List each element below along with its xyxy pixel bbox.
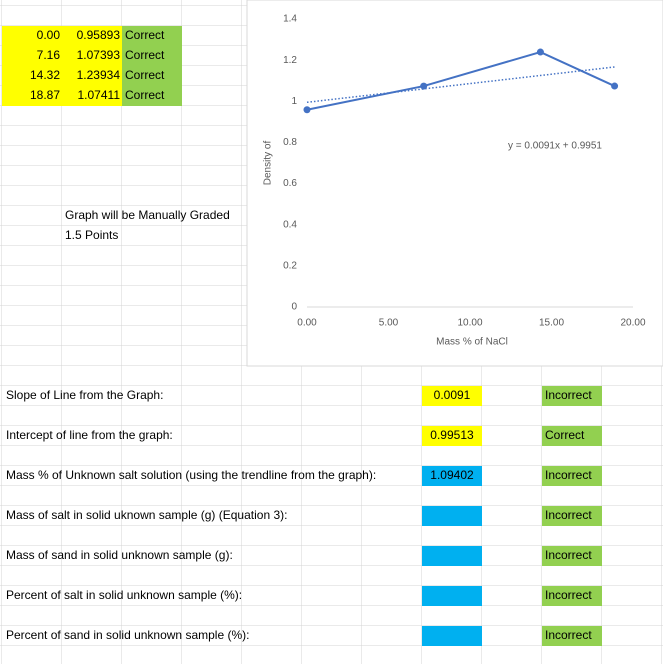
y-axis-title: Density of bbox=[263, 141, 274, 186]
cell-text: 18.87 bbox=[30, 88, 60, 102]
data-point bbox=[611, 82, 619, 90]
status-cell bbox=[542, 506, 602, 526]
answer-cell bbox=[422, 386, 482, 406]
cell-text: Correct bbox=[125, 48, 165, 62]
status-cell bbox=[542, 546, 602, 566]
status-text: Incorrect bbox=[545, 628, 592, 642]
chart-area bbox=[246, 0, 663, 367]
answer-cell bbox=[422, 546, 482, 566]
status-cell bbox=[542, 386, 602, 406]
y-tick-label: 1 bbox=[291, 96, 297, 107]
status-cell bbox=[542, 586, 602, 606]
x-tick-label: 15.00 bbox=[539, 318, 564, 329]
cell-text: 1.07411 bbox=[78, 88, 121, 102]
y-tick-label: 0.2 bbox=[283, 260, 297, 271]
cell-text: 1.23934 bbox=[77, 68, 121, 82]
y-tick-label: 0.6 bbox=[283, 178, 297, 189]
note: Graph will be Manually Graded bbox=[65, 208, 230, 222]
cell-text: 0.95893 bbox=[77, 28, 121, 42]
x-tick-label: 10.00 bbox=[457, 318, 482, 329]
cell-text: Correct bbox=[125, 28, 165, 42]
cell-text: 0.00 bbox=[37, 28, 61, 42]
answer-cell bbox=[422, 506, 482, 526]
question-label: Percent of salt in solid unknown sample … bbox=[6, 588, 242, 602]
cell-fill bbox=[122, 46, 182, 66]
y-tick-label: 0 bbox=[291, 302, 297, 313]
question-label: Slope of Line from the Graph: bbox=[6, 388, 163, 402]
data-point bbox=[303, 106, 311, 114]
cell-text: Correct bbox=[125, 68, 165, 82]
answer-text: 0.99513 bbox=[430, 428, 474, 442]
status-text: Incorrect bbox=[545, 508, 592, 522]
y-tick-label: 1.4 bbox=[283, 14, 297, 25]
cell-fill bbox=[2, 26, 122, 46]
question-label: Mass of salt in solid uknown sample (g) … bbox=[6, 508, 287, 522]
cell-fill bbox=[122, 86, 182, 106]
status-cell bbox=[542, 426, 602, 446]
status-cell bbox=[542, 626, 602, 646]
x-tick-label: 5.00 bbox=[379, 318, 399, 329]
cell-text: 14.32 bbox=[30, 68, 60, 82]
cell-fill bbox=[122, 26, 182, 46]
cell-text: Correct bbox=[125, 88, 165, 102]
cell-fill bbox=[2, 46, 122, 66]
note: 1.5 Points bbox=[65, 228, 118, 242]
x-axis-title: Mass % of NaCl bbox=[436, 337, 508, 348]
answer-cell bbox=[422, 466, 482, 486]
y-tick-label: 0.8 bbox=[283, 137, 297, 148]
status-text: Correct bbox=[545, 428, 585, 442]
cell-text: 7.16 bbox=[37, 48, 61, 62]
question-label: Percent of sand in solid unknown sample … bbox=[6, 628, 249, 642]
cell-fill bbox=[2, 66, 122, 86]
answer-text: 0.0091 bbox=[434, 388, 471, 402]
trendline-label: y = 0.0091x + 0.9951 bbox=[508, 141, 602, 152]
question-label: Intercept of line from the graph: bbox=[6, 428, 173, 442]
status-text: Incorrect bbox=[545, 548, 592, 562]
answer-cell bbox=[422, 586, 482, 606]
status-cell bbox=[542, 466, 602, 486]
data-line bbox=[306, 50, 615, 111]
status-text: Incorrect bbox=[545, 468, 592, 482]
trendline bbox=[306, 66, 615, 104]
answer-cell bbox=[422, 626, 482, 646]
cell-fill bbox=[122, 66, 182, 86]
data-point bbox=[420, 82, 428, 90]
question-label: Mass % of Unknown salt solution (using t… bbox=[6, 468, 376, 482]
x-tick-label: 20.00 bbox=[620, 318, 645, 329]
y-tick-label: 1.2 bbox=[283, 55, 297, 66]
answer-text: 1.09402 bbox=[430, 468, 474, 482]
answer-cell bbox=[422, 426, 482, 446]
status-text: Incorrect bbox=[545, 588, 592, 602]
x-tick-label: 0.00 bbox=[297, 318, 317, 329]
cell-fill bbox=[2, 86, 122, 106]
question-label: Mass of sand in solid unknown sample (g)… bbox=[6, 548, 233, 562]
cell-text: 1.07393 bbox=[77, 48, 121, 62]
data-point bbox=[536, 48, 544, 56]
status-text: Incorrect bbox=[545, 388, 592, 402]
y-tick-label: 0.4 bbox=[283, 219, 297, 230]
